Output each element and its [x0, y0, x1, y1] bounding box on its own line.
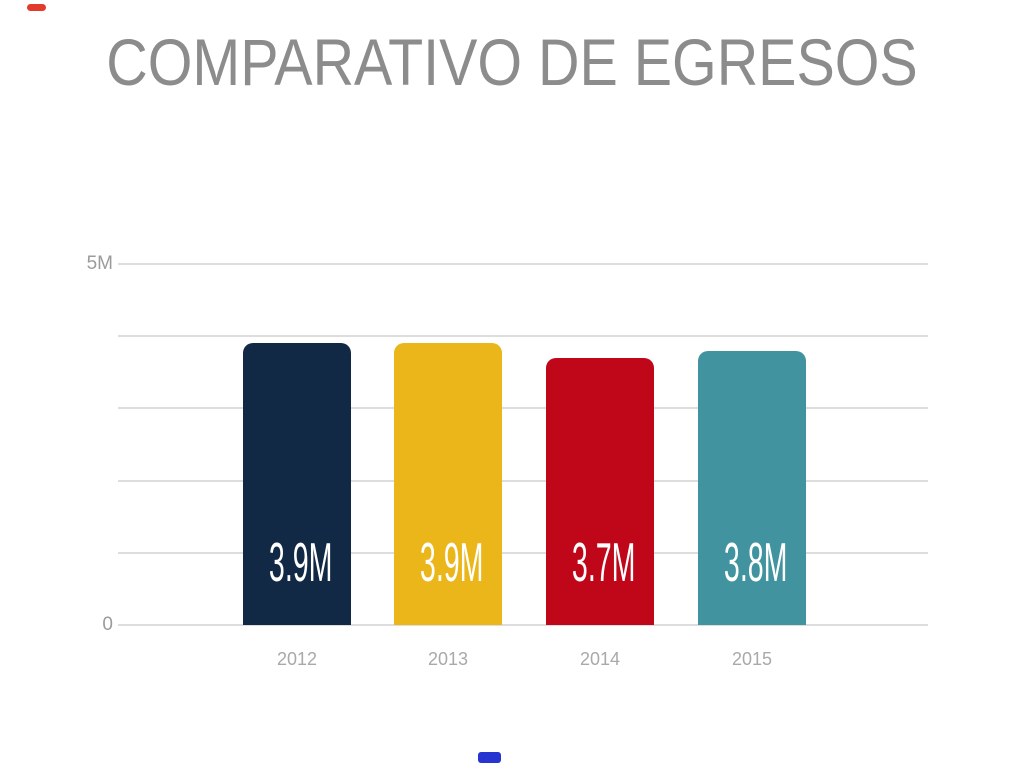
bar-2014: 3.7M [546, 357, 654, 625]
gridline [118, 624, 928, 626]
blue-accent-mark [478, 752, 501, 763]
gridline [118, 407, 928, 410]
bar-2015: 3.8M [698, 350, 806, 625]
gridline [118, 479, 928, 482]
bar-value-label: 3.9M [268, 530, 333, 593]
x-axis-label-2014: 2014 [579, 649, 621, 669]
x-axis-label-2015: 2015 [731, 649, 773, 669]
bar-2013: 3.9M [394, 343, 502, 625]
gridline [118, 335, 928, 338]
bar-2012: 3.9M [243, 343, 351, 625]
bar-value-label: 3.9M [419, 530, 484, 593]
x-axis-label-2012: 2012 [276, 649, 318, 669]
bar-value-label: 3.8M [723, 530, 788, 593]
y-axis-tick-0: 0 [102, 614, 113, 635]
x-axis-label-2013: 2013 [427, 649, 469, 669]
gridline [118, 551, 928, 554]
gridline [118, 263, 928, 265]
bar-value-label: 3.7M [571, 530, 636, 593]
chart-title: COMPARATIVO DE EGRESOS [106, 25, 918, 99]
y-axis-tick-5m: 5M [86, 253, 113, 274]
red-accent-mark [27, 4, 46, 11]
